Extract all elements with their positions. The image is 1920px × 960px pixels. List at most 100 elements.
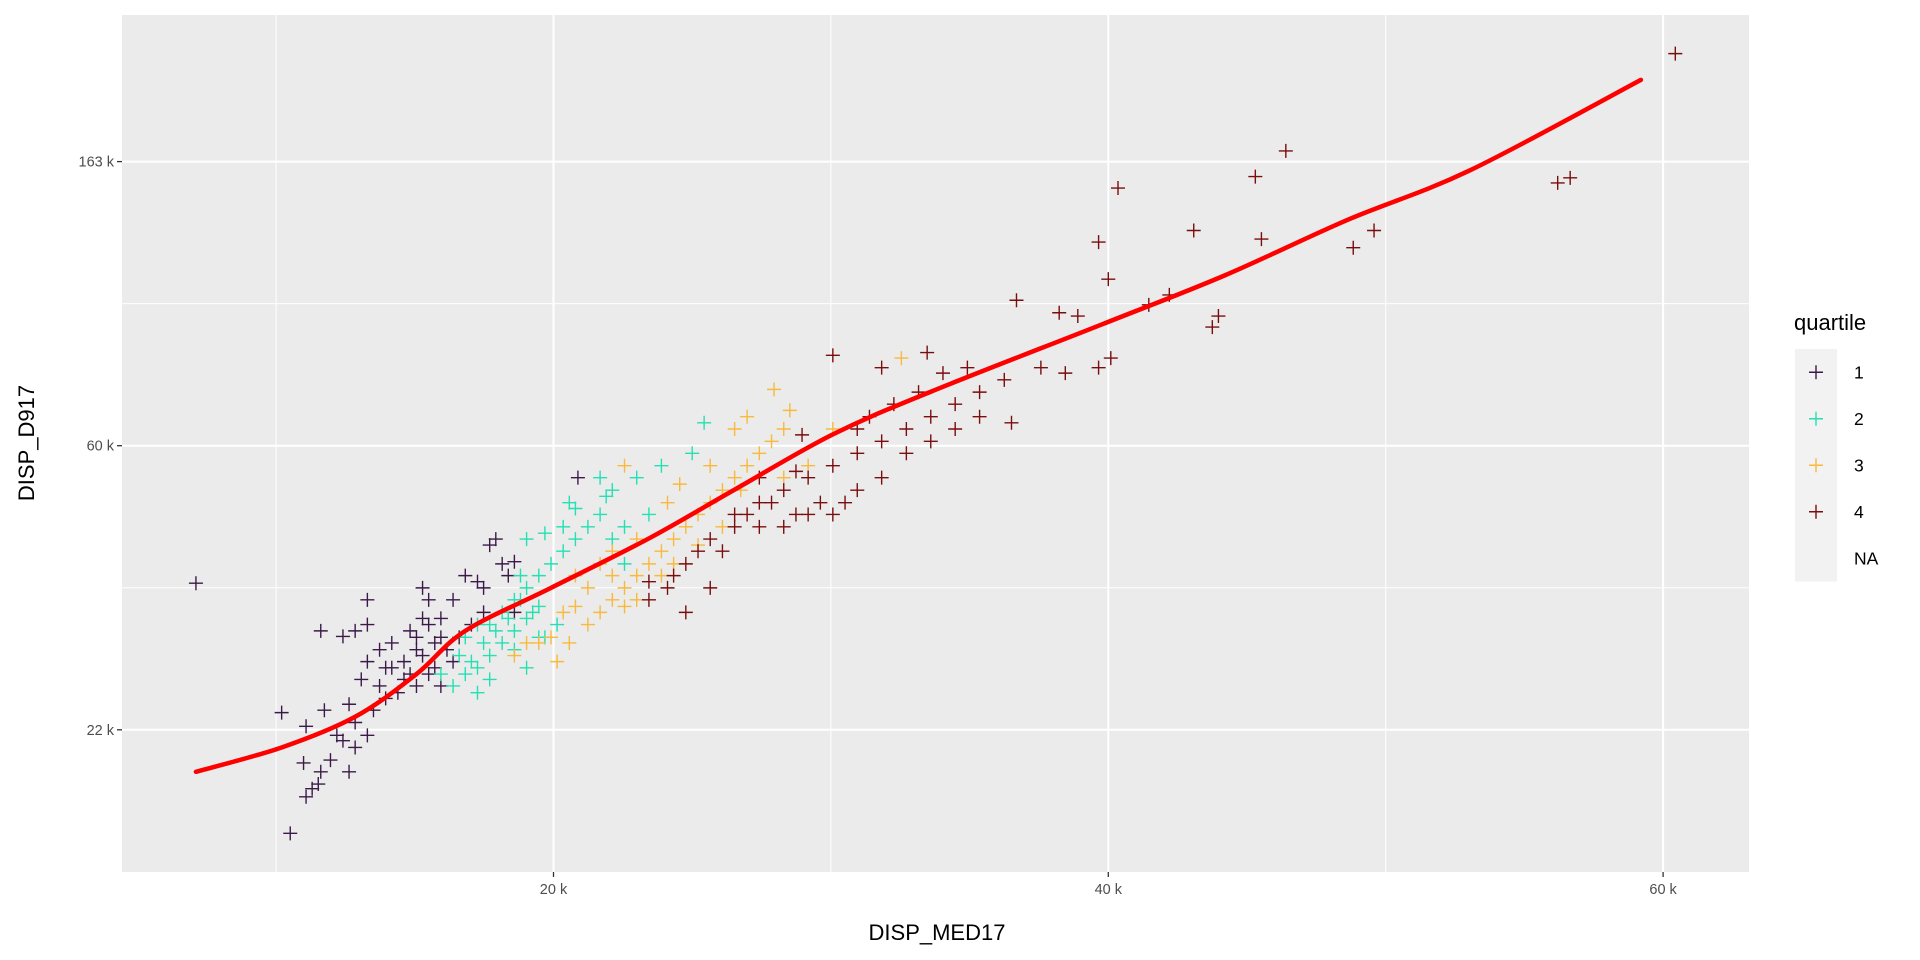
- data-point-quartile-2: [525, 605, 540, 620]
- data-point-quartile-3: [580, 617, 595, 632]
- data-point-quartile-3: [550, 654, 565, 669]
- data-point-quartile-1: [360, 592, 375, 607]
- data-point-quartile-4: [838, 495, 853, 510]
- data-point-quartile-3: [715, 519, 730, 534]
- data-point-quartile-4: [960, 360, 975, 375]
- data-point-quartile-3: [740, 409, 755, 424]
- data-point-quartile-1: [360, 728, 375, 743]
- data-point-quartile-1: [433, 630, 448, 645]
- data-point-quartile-3: [507, 648, 522, 663]
- data-point-quartile-1: [427, 660, 442, 675]
- data-point-quartile-1: [421, 667, 436, 682]
- data-point-quartile-1: [470, 574, 485, 589]
- data-point-quartile-1: [329, 728, 344, 743]
- data-point-quartile-4: [776, 483, 791, 498]
- data-point-quartile-4: [1111, 181, 1126, 196]
- data-point-quartile-4: [825, 458, 840, 473]
- data-point-quartile-2: [617, 519, 632, 534]
- data-point-quartile-1: [311, 777, 326, 792]
- data-point-quartile-1: [476, 580, 491, 595]
- data-point-quartile-1: [403, 623, 418, 638]
- data-point-quartile-2: [531, 599, 546, 614]
- data-point-quartile-4: [899, 446, 914, 461]
- data-point-quartile-1: [446, 654, 461, 669]
- legend-label: NA: [1854, 548, 1879, 568]
- data-point-quartile-1: [317, 703, 332, 718]
- data-point-quartile-1: [495, 556, 510, 571]
- data-point-quartile-2: [568, 501, 583, 516]
- data-point-quartile-4: [1367, 223, 1382, 238]
- data-point-quartile-2: [617, 556, 632, 571]
- data-point-quartile-2: [580, 519, 595, 534]
- data-point-quartile-1: [360, 617, 375, 632]
- data-point-quartile-4: [801, 470, 816, 485]
- data-point-quartile-3: [678, 519, 693, 534]
- data-point-quartile-3: [894, 351, 909, 366]
- data-point-quartile-4: [972, 385, 987, 400]
- x-tick-label: 60 k: [1649, 882, 1677, 898]
- data-point-quartile-4: [1668, 46, 1683, 61]
- data-point-quartile-2: [685, 446, 700, 461]
- data-point-quartile-1: [299, 719, 314, 734]
- y-axis-title: DISP_D917: [14, 385, 39, 501]
- data-point-quartile-4: [691, 544, 706, 559]
- data-point-quartile-4: [752, 495, 767, 510]
- data-point-quartile-3: [617, 599, 632, 614]
- data-point-quartile-3: [580, 580, 595, 595]
- data-point-quartile-4: [1058, 366, 1073, 381]
- data-point-quartile-2: [531, 568, 546, 583]
- data-point-quartile-4: [874, 360, 889, 375]
- data-point-quartile-4: [920, 345, 935, 360]
- data-point-quartile-3: [767, 382, 782, 397]
- data-point-quartile-1: [360, 654, 375, 669]
- data-point-quartile-2: [568, 532, 583, 547]
- data-point-quartile-4: [1563, 170, 1578, 185]
- data-point-quartile-1: [354, 672, 369, 687]
- data-point-quartile-2: [562, 495, 577, 510]
- data-point-quartile-4: [1103, 351, 1118, 366]
- legend-key-icon-quartile-3: [1809, 458, 1823, 473]
- data-point-quartile-4: [825, 507, 840, 522]
- x-tick-label: 20 k: [540, 882, 568, 898]
- data-point-quartile-2: [482, 672, 497, 687]
- data-point-quartile-4: [997, 372, 1012, 387]
- data-point-quartile-2: [501, 611, 516, 626]
- data-point-quartile-1: [342, 764, 357, 779]
- data-point-quartile-4: [641, 574, 656, 589]
- data-point-quartile-4: [678, 605, 693, 620]
- data-point-quartile-1: [396, 654, 411, 669]
- data-point-quartile-1: [433, 678, 448, 693]
- data-point-quartile-4: [752, 519, 767, 534]
- data-point-quartile-2: [458, 667, 473, 682]
- data-point-quartile-4: [1091, 360, 1106, 375]
- data-point-quartile-2: [476, 635, 491, 650]
- data-point-quartile-2: [513, 568, 528, 583]
- data-point-quartile-3: [703, 458, 718, 473]
- data-point-quartile-4: [850, 483, 865, 498]
- data-point-quartile-4: [666, 568, 681, 583]
- data-point-quartile-2: [593, 470, 608, 485]
- data-point-quartile-1: [476, 605, 491, 620]
- series-quartile-4: [641, 46, 1683, 620]
- data-point-quartile-3: [531, 635, 546, 650]
- legend: quartile 1 2 3 4 NA: [1794, 310, 1879, 582]
- data-point-quartile-4: [948, 397, 963, 412]
- data-point-quartile-2: [599, 489, 614, 504]
- data-point-quartile-1: [274, 705, 289, 720]
- data-point-quartile-1: [433, 611, 448, 626]
- data-point-quartile-4: [923, 409, 938, 424]
- data-point-quartile-1: [409, 642, 424, 657]
- data-point-quartile-2: [629, 470, 644, 485]
- scatter-points: [188, 46, 1683, 841]
- data-point-quartile-3: [782, 403, 797, 418]
- data-point-quartile-2: [519, 532, 534, 547]
- data-point-quartile-3: [654, 544, 669, 559]
- data-point-quartile-4: [874, 434, 889, 449]
- data-point-quartile-4: [1550, 175, 1565, 190]
- data-point-quartile-1: [188, 576, 203, 591]
- y-tick-label: 60 k: [87, 439, 115, 455]
- data-point-quartile-1: [501, 568, 516, 583]
- data-point-quartile-2: [470, 660, 485, 675]
- data-point-quartile-2: [470, 685, 485, 700]
